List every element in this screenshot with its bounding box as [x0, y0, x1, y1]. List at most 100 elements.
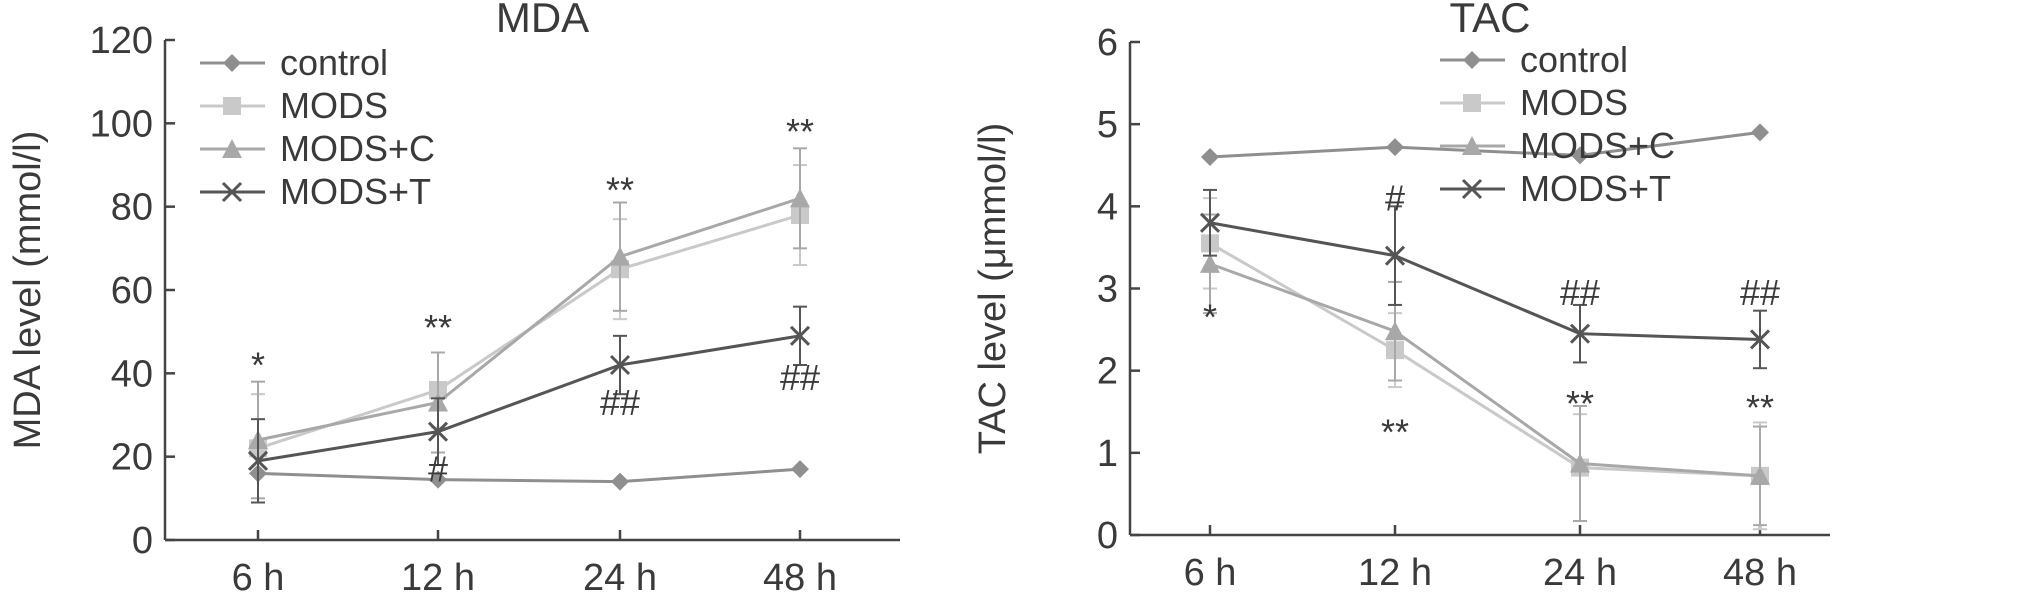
chart-2-legend-marker	[1463, 51, 1481, 69]
chart-2-legend-label: MODS+T	[1520, 168, 1671, 209]
chart-1-data-point	[247, 450, 269, 471]
chart-2-data-point	[1749, 329, 1771, 350]
chart-2-legend-item: MODS+C	[1440, 125, 1675, 166]
chart-2-annotation: **	[1381, 412, 1409, 453]
chart-1-x-tick-label: 24 h	[583, 557, 657, 599]
chart-1-series-line	[257, 334, 801, 463]
chart-1-legend-label: control	[280, 42, 388, 83]
chart-1-y-axis-title: MDA level (mmol/l)	[7, 131, 49, 450]
chart-2-legend-marker	[1461, 178, 1483, 200]
chart-1-series-line	[257, 196, 801, 442]
chart-2-data-point	[1385, 321, 1405, 341]
chart-1-annotation: **	[424, 307, 452, 348]
chart-1-y-tick-label: 0	[132, 520, 153, 562]
chart-2-series-line	[1209, 221, 1761, 341]
chart-1-series-control	[249, 460, 809, 491]
chart-1-legend-item: MODS+C	[200, 128, 435, 169]
chart-2-data-point	[1750, 465, 1770, 485]
chart-2-y-axis-title: TAC level (μmmol/l)	[972, 123, 1014, 455]
chart-2-legend-marker	[1463, 94, 1481, 112]
chart-2-title: TAC	[1450, 0, 1531, 41]
chart-1-annotation: #	[428, 449, 448, 490]
chart-1-data-point	[611, 472, 629, 491]
chart-1-data-point	[427, 421, 449, 442]
chart-1-y-tick-label: 40	[111, 353, 153, 395]
chart-1-legend-item: control	[200, 42, 388, 83]
chart-2-annotation: #	[1385, 177, 1405, 218]
chart-2-legend-marker	[1462, 136, 1482, 155]
chart-2-y-tick-label: 0	[1097, 515, 1118, 557]
chart-1-series-line	[257, 213, 801, 450]
chart-2-annotation: ##	[1560, 272, 1600, 313]
chart-1-x-tick-label: 48 h	[763, 557, 837, 599]
chart-1-legend-item: MODS	[200, 85, 388, 126]
chart-2-data-point	[1384, 245, 1406, 266]
chart-1-legend-marker	[221, 181, 243, 203]
chart-2-data-point	[1751, 123, 1769, 142]
chart-1-title: MDA	[496, 0, 589, 41]
chart-1-legend-marker	[223, 54, 241, 72]
chart-1-series-mods-c	[248, 147, 810, 500]
chart-1-legend-item: MODS+T	[200, 171, 431, 212]
chart-1-y-tick-label: 120	[90, 20, 153, 62]
chart-2-legend-item: control	[1440, 39, 1628, 80]
chart-1-legend-label: MODS	[280, 85, 388, 126]
chart-1-data-point	[609, 354, 631, 376]
chart-2-x-tick-label: 6 h	[1184, 552, 1237, 594]
chart-2-data-point	[1571, 146, 1589, 165]
chart-2-series-mods-c	[1200, 213, 1770, 527]
chart-1-series-mods	[249, 164, 809, 504]
chart-2-data-point	[1201, 148, 1219, 167]
chart-2-data-point	[1569, 323, 1591, 344]
chart-2-x-tick-label: 24 h	[1543, 552, 1617, 594]
chart-2-y-tick-label: 2	[1097, 351, 1118, 393]
chart-2-y-tick-label: 1	[1097, 433, 1118, 475]
chart-1-data-point	[429, 470, 447, 489]
chart-2-annotation: **	[1566, 383, 1594, 424]
chart-1-legend-label: MODS+T	[280, 171, 431, 212]
chart-1-legend-label: MODS+C	[280, 128, 435, 169]
chart-2-legend-label: control	[1520, 39, 1628, 80]
chart-1-y-tick-label: 60	[111, 270, 153, 312]
chart-2-series-mods	[1201, 197, 1769, 531]
chart-2-y-tick-label: 4	[1097, 186, 1118, 228]
chart-1-y-tick-label: 20	[111, 437, 153, 479]
chart-2-series-line	[1209, 262, 1761, 478]
chart-2-series-line	[1209, 242, 1761, 478]
chart-1-annotation: *	[251, 345, 265, 386]
chart-1-annotation: ##	[780, 357, 820, 398]
chart-1-annotation: **	[606, 170, 634, 211]
chart-2-annotation: **	[1746, 387, 1774, 428]
chart-2-series-control	[1201, 123, 1769, 167]
chart-2-data-point	[1386, 138, 1404, 157]
chart-2: TAC 0 1 2 3 4 5 6 6 h 12 h 24 h 48 h TAC level (μmmo…	[972, 0, 1830, 594]
chart-1-x-tick-label: 6 h	[232, 557, 285, 599]
chart-2-x-tick-label: 12 h	[1358, 552, 1432, 594]
chart-2-legend-item: MODS	[1440, 82, 1628, 123]
chart-1-legend-marker	[223, 97, 241, 115]
chart-1: MDA 0 20 40 60 80 100 120 6 h 12 h 24 h 48 h MDA lev…	[7, 0, 900, 599]
chart-2-x-tick-label: 48 h	[1723, 552, 1797, 594]
chart-2-legend-item: MODS+T	[1440, 168, 1671, 209]
chart-2-data-point	[1199, 212, 1221, 233]
chart-2-data-point	[1200, 253, 1220, 273]
chart-1-annotation: ##	[600, 382, 640, 423]
chart-2-data-point	[1570, 453, 1590, 473]
chart-1-legend-marker	[222, 139, 242, 158]
chart-2-y-tick-label: 6	[1097, 22, 1118, 64]
chart-1-data-point	[610, 246, 630, 266]
chart-2-series-line	[1209, 130, 1761, 159]
chart-2-series-mods-t	[1199, 188, 1771, 370]
chart-1-x-tick-label: 12 h	[401, 557, 475, 599]
chart-1-y-tick-label: 80	[111, 187, 153, 229]
chart-2-y-tick-label: 3	[1097, 269, 1118, 311]
chart-1-data-point	[790, 188, 810, 208]
chart-1-data-point	[791, 460, 809, 479]
chart-2-legend-label: MODS	[1520, 82, 1628, 123]
chart-1-series-mods-t	[247, 305, 811, 504]
chart-2-legend-label: MODS+C	[1520, 125, 1675, 166]
chart-1-data-point	[789, 325, 811, 346]
